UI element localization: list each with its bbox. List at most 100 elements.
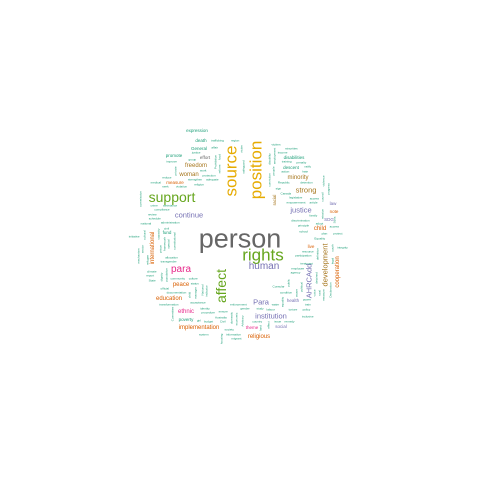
cloud-word: youth	[330, 244, 334, 252]
cloud-word: land	[258, 325, 263, 332]
cloud-word: community	[170, 276, 185, 281]
cloud-word: transgender	[160, 259, 177, 264]
cloud-word: income	[277, 150, 288, 155]
cloud-word: General	[190, 145, 208, 151]
cloud-word: enforcement	[230, 302, 247, 307]
cloud-word: crime	[150, 203, 158, 208]
cloud-word: school	[299, 229, 308, 234]
cloud-word: note	[329, 208, 339, 214]
cloud-word: disability	[267, 152, 272, 165]
cloud-word: Equality	[314, 236, 326, 241]
cloud-word: population	[164, 268, 169, 283]
cloud-word: sector	[140, 244, 145, 254]
cloud-word: Declaration	[328, 282, 333, 298]
cloud-word: sign	[275, 186, 282, 191]
cloud-word: reform	[217, 164, 222, 174]
cloud-word: peace	[172, 282, 190, 288]
cloud-word: civil	[164, 226, 170, 231]
cloud-word: housing	[219, 333, 224, 345]
cloud-word: inclusive	[301, 314, 314, 319]
cloud-word: council	[320, 192, 325, 202]
cloud-word: ensure	[218, 309, 228, 314]
cloud-word: State	[148, 278, 156, 283]
cloud-word: allocation	[165, 255, 178, 260]
cloud-word: Republic	[277, 180, 290, 185]
cloud-word: status	[190, 281, 199, 286]
cloud-word: procedure	[201, 310, 215, 315]
cloud-word: affect	[213, 269, 229, 303]
cloud-word: empowerment	[286, 200, 306, 205]
cloud-word: protection	[202, 173, 216, 178]
cloud-word: strong	[295, 185, 317, 195]
cloud-word: work	[200, 168, 207, 173]
cloud-word: agency	[290, 270, 301, 275]
cloud-word: region	[231, 138, 240, 143]
cloud-word: fund	[162, 229, 172, 235]
cloud-word: special	[166, 239, 171, 249]
cloud-word: strengthen	[187, 177, 203, 182]
cloud-word: national	[140, 221, 152, 226]
cloud-word: live	[307, 243, 315, 249]
cloud-word: train	[304, 302, 311, 307]
cloud-word: initiative	[128, 234, 140, 239]
cloud-word: freedom	[184, 163, 208, 169]
cloud-word: plan	[321, 231, 328, 236]
cloud-word: treatment	[300, 261, 314, 266]
cloud-word: position	[246, 140, 266, 200]
cloud-word: adequate	[206, 177, 219, 182]
cloud-word: social	[275, 323, 287, 329]
cloud-word: manager	[193, 287, 198, 300]
cloud-word: transformation	[159, 302, 179, 307]
cloud-word: para	[170, 264, 192, 275]
cloud-word: justice	[191, 150, 201, 155]
cloud-word: mission	[320, 209, 325, 220]
cloud-word: principle	[297, 223, 310, 228]
cloud-word: report	[146, 273, 155, 278]
cloud-word: religion	[194, 182, 204, 187]
cloud-word: ratify	[304, 164, 312, 169]
cloud-word: economic	[234, 312, 239, 325]
cloud-word: cooperation	[335, 256, 341, 288]
cloud-word: system	[198, 332, 209, 337]
cloud-word: gender	[240, 306, 250, 311]
cloud-word: Civil	[219, 319, 226, 324]
cloud-word: identity	[200, 306, 210, 311]
cloud-word: trafficking	[211, 138, 224, 143]
cloud-word: SDG	[324, 216, 334, 222]
cloud-word: commission	[138, 190, 143, 207]
cloud-word: participation	[295, 253, 312, 258]
cloud-word: promote	[165, 152, 183, 158]
cloud-word: health	[286, 297, 300, 303]
cloud-word: Syria	[332, 216, 337, 224]
cloud-word: issue	[274, 319, 282, 324]
cloud-word: effect	[266, 321, 271, 329]
cloud-word: measure	[321, 289, 326, 302]
cloud-word: family	[309, 213, 318, 218]
cloud-word: victim	[239, 145, 244, 153]
cloud-word: documentation	[166, 290, 187, 295]
cloud-word: policy	[302, 307, 311, 312]
cloud-word: education	[155, 296, 183, 302]
cloud-word: Committee	[170, 307, 175, 322]
cloud-word: constitutional	[172, 231, 177, 250]
cloud-word: hate	[302, 169, 309, 174]
cloud-word: employee	[291, 266, 305, 271]
cloud-word: aware	[294, 288, 299, 297]
cloud-word: Para	[253, 297, 269, 307]
cloud-word: condition	[280, 290, 293, 295]
cloud-word: climate	[146, 269, 157, 274]
cloud-word: measure	[166, 179, 184, 185]
cloud-word: institution	[255, 311, 287, 321]
cloud-word: minorities	[284, 146, 298, 151]
cloud-word: political	[299, 282, 304, 293]
cloud-word: source	[221, 145, 241, 197]
cloud-word: budget	[203, 319, 214, 324]
cloud-word: human	[248, 261, 280, 272]
cloud-word: torture	[288, 307, 298, 312]
cloud-word: review	[147, 212, 157, 217]
cloud-word: information	[226, 332, 241, 337]
cloud-word: water	[271, 302, 280, 307]
cloud-word: child	[187, 291, 192, 298]
cloud-word: Consular	[272, 284, 285, 289]
cloud-word: refugee	[145, 255, 150, 266]
